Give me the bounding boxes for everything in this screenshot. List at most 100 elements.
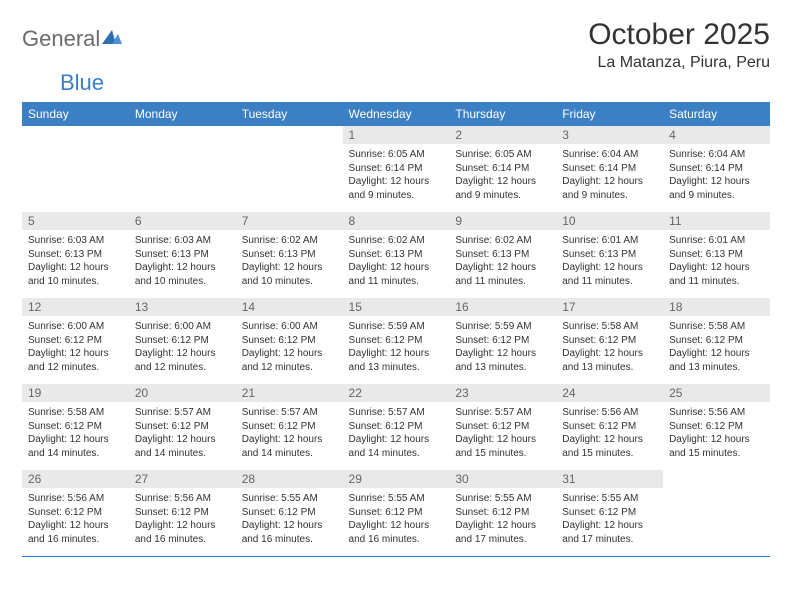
daylight-line: Daylight: 12 hours and 11 minutes. — [455, 261, 550, 288]
sunrise-line: Sunrise: 5:59 AM — [455, 320, 550, 334]
details-row: Sunrise: 6:00 AMSunset: 6:12 PMDaylight:… — [22, 316, 770, 384]
sunrise-line: Sunrise: 5:56 AM — [562, 406, 657, 420]
sunrise-line: Sunrise: 6:03 AM — [135, 234, 230, 248]
day-number-cell: 19 — [22, 384, 129, 402]
sunrise-line: Sunrise: 6:03 AM — [28, 234, 123, 248]
daynum-row: 1234 — [22, 126, 770, 144]
day-number-cell: 29 — [343, 470, 450, 488]
sunset-line: Sunset: 6:14 PM — [349, 162, 444, 176]
day-detail-cell: Sunrise: 6:03 AMSunset: 6:13 PMDaylight:… — [129, 230, 236, 298]
daylight-line: Daylight: 12 hours and 15 minutes. — [455, 433, 550, 460]
day-detail-cell: Sunrise: 6:05 AMSunset: 6:14 PMDaylight:… — [449, 144, 556, 212]
header: General October 2025 La Matanza, Piura, … — [22, 18, 770, 72]
day-detail-cell: Sunrise: 6:01 AMSunset: 6:13 PMDaylight:… — [556, 230, 663, 298]
day-detail-cell: Sunrise: 6:00 AMSunset: 6:12 PMDaylight:… — [129, 316, 236, 384]
sunrise-line: Sunrise: 5:55 AM — [242, 492, 337, 506]
day-detail-cell: Sunrise: 5:57 AMSunset: 6:12 PMDaylight:… — [236, 402, 343, 470]
sunrise-line: Sunrise: 5:57 AM — [135, 406, 230, 420]
sunset-line: Sunset: 6:12 PM — [135, 334, 230, 348]
title-block: October 2025 La Matanza, Piura, Peru — [588, 18, 770, 72]
day-detail-cell: Sunrise: 6:03 AMSunset: 6:13 PMDaylight:… — [22, 230, 129, 298]
day-detail-cell: Sunrise: 6:01 AMSunset: 6:13 PMDaylight:… — [663, 230, 770, 298]
logo-text-blue: Blue — [60, 70, 104, 95]
day-header: Monday — [129, 102, 236, 126]
day-header-row: Sunday Monday Tuesday Wednesday Thursday… — [22, 102, 770, 126]
sunset-line: Sunset: 6:12 PM — [242, 420, 337, 434]
day-number-cell: 14 — [236, 298, 343, 316]
daynum-row: 262728293031 — [22, 470, 770, 488]
sunset-line: Sunset: 6:12 PM — [242, 506, 337, 520]
day-number-cell: 8 — [343, 212, 450, 230]
daylight-line: Daylight: 12 hours and 10 minutes. — [28, 261, 123, 288]
day-number-cell: 26 — [22, 470, 129, 488]
day-header: Thursday — [449, 102, 556, 126]
logo-text-general: General — [22, 26, 100, 52]
location-label: La Matanza, Piura, Peru — [588, 54, 770, 72]
day-number-cell: 10 — [556, 212, 663, 230]
daylight-line: Daylight: 12 hours and 13 minutes. — [349, 347, 444, 374]
page-title: October 2025 — [588, 18, 770, 52]
daynum-row: 567891011 — [22, 212, 770, 230]
daylight-line: Daylight: 12 hours and 12 minutes. — [135, 347, 230, 374]
sunset-line: Sunset: 6:13 PM — [349, 248, 444, 262]
day-number-cell: 1 — [343, 126, 450, 144]
day-detail-cell: Sunrise: 5:57 AMSunset: 6:12 PMDaylight:… — [449, 402, 556, 470]
day-number-cell: 27 — [129, 470, 236, 488]
day-number-cell — [129, 126, 236, 144]
sunrise-line: Sunrise: 6:00 AM — [135, 320, 230, 334]
logo-text-blue-wrap: Blue — [60, 70, 770, 96]
day-number-cell: 16 — [449, 298, 556, 316]
details-row: Sunrise: 5:58 AMSunset: 6:12 PMDaylight:… — [22, 402, 770, 470]
sunset-line: Sunset: 6:13 PM — [455, 248, 550, 262]
daylight-line: Daylight: 12 hours and 13 minutes. — [669, 347, 764, 374]
sunrise-line: Sunrise: 6:02 AM — [349, 234, 444, 248]
sunrise-line: Sunrise: 5:57 AM — [349, 406, 444, 420]
day-detail-cell: Sunrise: 6:04 AMSunset: 6:14 PMDaylight:… — [556, 144, 663, 212]
day-header: Friday — [556, 102, 663, 126]
day-number-cell: 22 — [343, 384, 450, 402]
daylight-line: Daylight: 12 hours and 11 minutes. — [562, 261, 657, 288]
day-number-cell: 31 — [556, 470, 663, 488]
daylight-line: Daylight: 12 hours and 13 minutes. — [562, 347, 657, 374]
sunrise-line: Sunrise: 6:04 AM — [562, 148, 657, 162]
day-detail-cell: Sunrise: 6:02 AMSunset: 6:13 PMDaylight:… — [236, 230, 343, 298]
sunset-line: Sunset: 6:14 PM — [669, 162, 764, 176]
sunset-line: Sunset: 6:13 PM — [242, 248, 337, 262]
sunset-line: Sunset: 6:12 PM — [135, 420, 230, 434]
daylight-line: Daylight: 12 hours and 10 minutes. — [135, 261, 230, 288]
day-number-cell: 12 — [22, 298, 129, 316]
day-number-cell: 21 — [236, 384, 343, 402]
day-number-cell: 25 — [663, 384, 770, 402]
calendar-table: Sunday Monday Tuesday Wednesday Thursday… — [22, 102, 770, 557]
day-number-cell: 20 — [129, 384, 236, 402]
sunrise-line: Sunrise: 6:02 AM — [455, 234, 550, 248]
sunset-line: Sunset: 6:13 PM — [562, 248, 657, 262]
sunrise-line: Sunrise: 6:01 AM — [669, 234, 764, 248]
day-detail-cell: Sunrise: 5:58 AMSunset: 6:12 PMDaylight:… — [22, 402, 129, 470]
day-number-cell — [663, 470, 770, 488]
sunrise-line: Sunrise: 6:02 AM — [242, 234, 337, 248]
daylight-line: Daylight: 12 hours and 14 minutes. — [28, 433, 123, 460]
sunrise-line: Sunrise: 6:05 AM — [455, 148, 550, 162]
sunrise-line: Sunrise: 5:56 AM — [28, 492, 123, 506]
sunrise-line: Sunrise: 5:58 AM — [669, 320, 764, 334]
details-row: Sunrise: 5:56 AMSunset: 6:12 PMDaylight:… — [22, 488, 770, 557]
daynum-row: 19202122232425 — [22, 384, 770, 402]
sunrise-line: Sunrise: 5:57 AM — [455, 406, 550, 420]
daylight-line: Daylight: 12 hours and 14 minutes. — [135, 433, 230, 460]
daylight-line: Daylight: 12 hours and 9 minutes. — [349, 175, 444, 202]
day-detail-cell: Sunrise: 5:55 AMSunset: 6:12 PMDaylight:… — [556, 488, 663, 557]
day-detail-cell — [129, 144, 236, 212]
day-header: Saturday — [663, 102, 770, 126]
day-number-cell: 7 — [236, 212, 343, 230]
day-number-cell: 13 — [129, 298, 236, 316]
sunset-line: Sunset: 6:12 PM — [669, 334, 764, 348]
sunset-line: Sunset: 6:12 PM — [349, 334, 444, 348]
daylight-line: Daylight: 12 hours and 11 minutes. — [349, 261, 444, 288]
sunrise-line: Sunrise: 6:01 AM — [562, 234, 657, 248]
day-detail-cell — [663, 488, 770, 557]
sunrise-line: Sunrise: 5:58 AM — [28, 406, 123, 420]
sunset-line: Sunset: 6:14 PM — [562, 162, 657, 176]
day-detail-cell: Sunrise: 5:56 AMSunset: 6:12 PMDaylight:… — [556, 402, 663, 470]
day-number-cell: 23 — [449, 384, 556, 402]
